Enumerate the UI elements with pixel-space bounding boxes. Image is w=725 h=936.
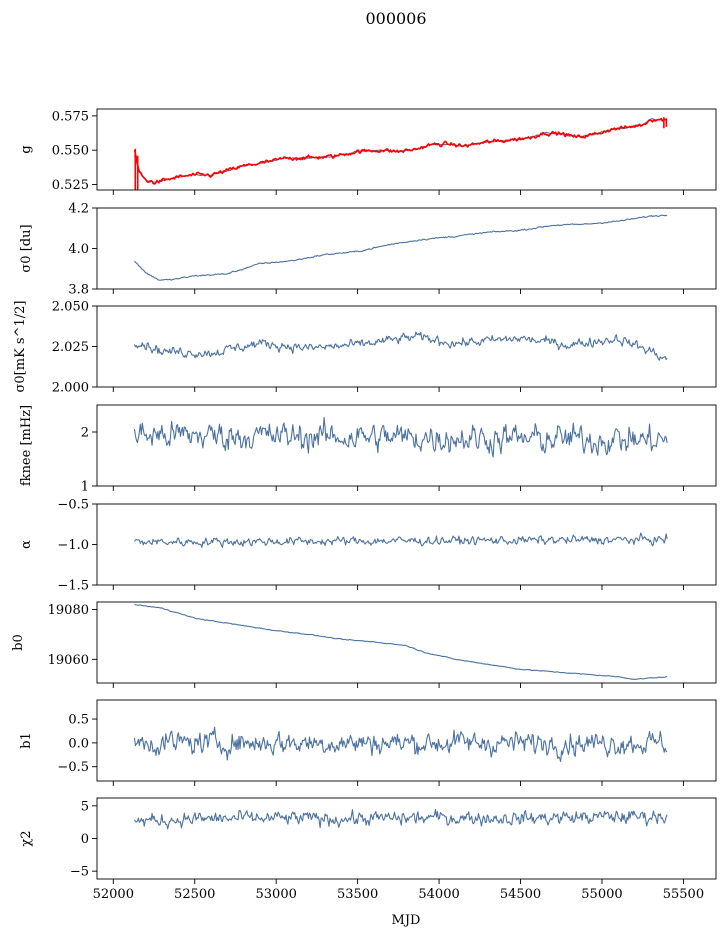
panel-2: 2.000 2.025 2.050 σ0[mK s^1/2] bbox=[13, 300, 717, 396]
x-tick-label: 52500 bbox=[174, 887, 215, 902]
panel-frame bbox=[96, 699, 717, 782]
y-tick-label: 2.025 bbox=[52, 340, 89, 355]
panel-3: 1 2 fknee [mHz] bbox=[19, 404, 717, 495]
panel-frame bbox=[96, 108, 717, 191]
y-tick-label: 0.575 bbox=[52, 109, 89, 124]
series-line-5-0 bbox=[134, 603, 668, 680]
y-tick-label: 2.050 bbox=[52, 300, 89, 315]
y-tick-label: −0.5 bbox=[57, 760, 89, 775]
x-tick-label: 55500 bbox=[663, 887, 704, 902]
y-axis-label: σ0[mK s^1/2] bbox=[13, 301, 28, 393]
panel-1: 3.8 4.0 4.2 σ0 [du] bbox=[19, 202, 717, 298]
panel-frame bbox=[96, 601, 717, 684]
panel-frame bbox=[96, 797, 717, 880]
y-tick-label: 2.000 bbox=[52, 381, 89, 396]
y-tick-label: 0.525 bbox=[52, 178, 89, 193]
y-axis-label: b0 bbox=[11, 634, 26, 651]
y-tick-label: −1.5 bbox=[57, 579, 89, 594]
y-tick-label: 19060 bbox=[48, 653, 89, 668]
panel-0: 0.525 0.550 0.575 g bbox=[19, 108, 717, 195]
y-axis-label: σ0 [du] bbox=[19, 224, 34, 272]
y-tick-label: 19080 bbox=[48, 603, 89, 618]
y-tick-label: 1 bbox=[81, 480, 89, 495]
series-line-2-0 bbox=[133, 331, 668, 361]
panel-4: −1.5 −1.0 −0.5 α bbox=[19, 498, 717, 594]
panel-frame bbox=[96, 305, 717, 388]
panel-5: 19060 19080 b0 bbox=[11, 601, 717, 688]
y-tick-label: 4.2 bbox=[68, 202, 89, 217]
series-line-7-0 bbox=[134, 808, 668, 830]
panel-7: −5 0 5 52000 52500 53000 53500 54000 54500 55000 5… bbox=[19, 797, 717, 902]
y-tick-label: 3.8 bbox=[68, 283, 89, 298]
series-line-4-0 bbox=[134, 532, 668, 548]
y-tick-label: −0.5 bbox=[57, 498, 89, 513]
y-axis-label: χ2 bbox=[19, 830, 34, 846]
panel-6: −0.5 0.0 0.5 b1 bbox=[19, 699, 717, 786]
y-tick-label: −5 bbox=[70, 865, 89, 880]
y-tick-label: 0.0 bbox=[68, 736, 89, 751]
y-axis-label: α bbox=[19, 540, 34, 549]
x-tick-label: 52000 bbox=[93, 887, 134, 902]
x-tick-label: 55000 bbox=[581, 887, 622, 902]
series-line-3-0 bbox=[133, 416, 668, 458]
y-tick-label: 4.0 bbox=[68, 242, 89, 257]
panel-frame bbox=[96, 503, 717, 586]
series-line-1-0 bbox=[134, 214, 668, 281]
y-tick-label: 2 bbox=[81, 426, 89, 441]
figure-title: 000006 bbox=[365, 9, 426, 28]
panel-frame bbox=[96, 404, 717, 487]
y-tick-label: 0 bbox=[81, 832, 89, 847]
y-tick-label: 0.550 bbox=[52, 144, 89, 159]
y-tick-label: 5 bbox=[81, 799, 89, 814]
x-axis-label: MJD bbox=[392, 913, 421, 928]
x-tick-label: 54500 bbox=[500, 887, 541, 902]
series-line-0-1 bbox=[133, 117, 668, 185]
x-tick-label: 53500 bbox=[337, 887, 378, 902]
y-axis-label: b1 bbox=[19, 732, 34, 749]
series-line-6-0 bbox=[133, 726, 668, 762]
y-axis-label: g bbox=[19, 145, 34, 153]
x-tick-label: 54000 bbox=[418, 887, 459, 902]
y-axis-label: fknee [mHz] bbox=[19, 405, 34, 486]
y-tick-label: −1.0 bbox=[57, 538, 89, 553]
x-tick-label: 53000 bbox=[256, 887, 297, 902]
y-tick-label: 0.5 bbox=[68, 713, 89, 728]
